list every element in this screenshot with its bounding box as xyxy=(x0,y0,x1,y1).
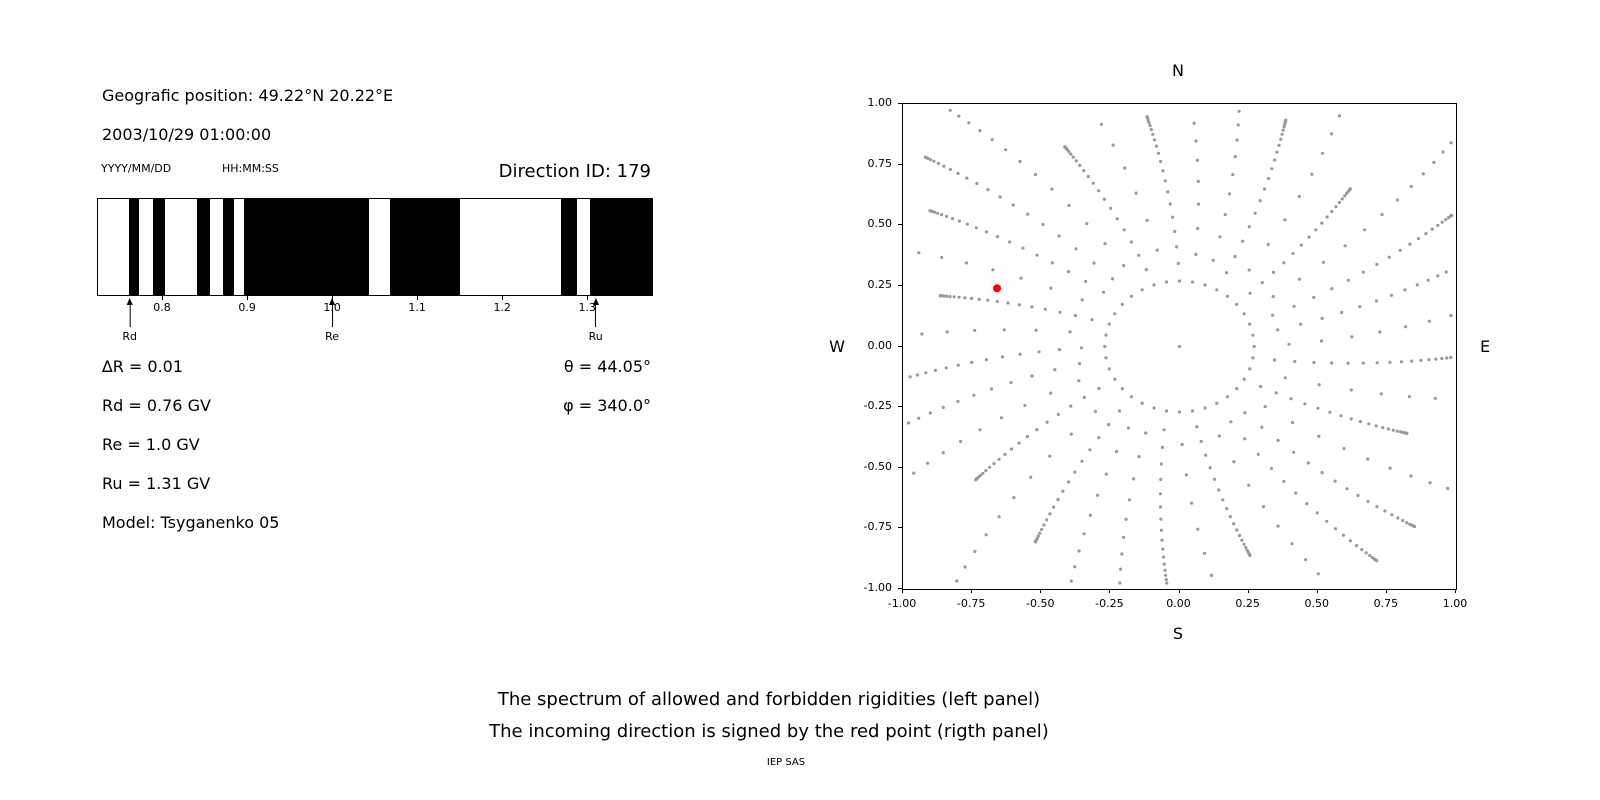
forbidden-band xyxy=(197,199,210,295)
direction-plot xyxy=(902,103,1457,590)
asymptotic-dots xyxy=(906,108,1454,585)
cutoff-marker-rd: Rd xyxy=(122,298,137,343)
x-tick-mark xyxy=(971,589,973,593)
spectrum-plot xyxy=(97,198,653,296)
forbidden-band xyxy=(152,199,165,295)
arrow-line xyxy=(331,305,333,327)
direction-scatter xyxy=(906,108,1454,585)
east-label: E xyxy=(1479,337,1491,356)
arrow-up-icon xyxy=(329,298,336,305)
x-tick-mark xyxy=(417,296,419,300)
arrow-line xyxy=(595,305,597,327)
forbidden-band xyxy=(243,199,369,295)
re-value-text: Re = 1.0 GV xyxy=(102,435,200,454)
x-tick-label: -0.25 xyxy=(1095,597,1124,610)
x-tick-mark xyxy=(247,296,249,300)
cutoff-marker-label: Ru xyxy=(588,330,603,343)
forbidden-band xyxy=(589,199,652,295)
y-tick-mark xyxy=(898,527,902,529)
y-tick-mark xyxy=(898,345,902,347)
y-tick-mark xyxy=(898,224,902,226)
theta-value-text: θ = 44.05° xyxy=(563,357,651,376)
x-tick-label: 1.00 xyxy=(1442,597,1468,610)
incoming-direction-point xyxy=(993,284,1002,293)
x-tick-label: 0.9 xyxy=(238,301,256,314)
direction-id-text: Direction ID: 179 xyxy=(498,161,651,182)
delta-r-text: ∆R = 0.01 xyxy=(102,357,184,376)
x-tick-label: 0.00 xyxy=(1166,597,1191,610)
datetime-text: 2003/10/29 01:00:00 xyxy=(102,125,272,144)
x-tick-mark xyxy=(587,296,589,300)
spectrum-cutoff-markers: Rd Re Ru xyxy=(97,296,651,348)
credit-text: IEP SAS xyxy=(766,757,806,768)
x-tick-label: 0.8 xyxy=(153,301,171,314)
y-tick-label: -0.50 xyxy=(863,459,892,473)
x-tick-mark xyxy=(1385,589,1387,593)
cutoff-marker-re: Re xyxy=(325,298,339,343)
geo-position-text: Geografic position: 49.22°N 20.22°E xyxy=(102,86,394,105)
caption-line1: The spectrum of allowed and forbidden ri… xyxy=(497,689,1041,710)
y-tick-mark xyxy=(898,163,902,165)
y-tick-mark xyxy=(898,406,902,408)
time-format-label: HH:MM:SS xyxy=(222,162,279,175)
x-tick-mark xyxy=(1040,589,1042,593)
arrow-up-icon xyxy=(592,298,599,305)
north-label: N xyxy=(1172,61,1184,80)
y-tick-label: 0.25 xyxy=(867,277,893,291)
y-tick-mark xyxy=(898,103,902,104)
forbidden-band xyxy=(129,199,140,295)
x-tick-label: -1.00 xyxy=(887,597,917,610)
x-tick-mark xyxy=(162,296,164,300)
x-tick-label: 1.2 xyxy=(493,301,511,314)
x-tick-mark xyxy=(502,296,504,300)
cutoff-marker-label: Rd xyxy=(122,330,138,343)
x-tick-label: 0.75 xyxy=(1373,597,1399,610)
x-tick-label: 1.3 xyxy=(578,301,596,314)
cutoff-marker-label: Re xyxy=(325,330,340,343)
spectrum-x-axis: 0.80.91.01.11.21.3 xyxy=(97,296,651,320)
caption-line2: The incoming direction is signed by the … xyxy=(489,721,1049,742)
y-tick-mark xyxy=(898,466,902,468)
date-format-label: YYYY/MM/DD xyxy=(101,162,172,175)
arrow-up-icon xyxy=(126,298,133,305)
y-tick-label: 0.50 xyxy=(867,217,893,231)
x-tick-label: -0.50 xyxy=(1026,597,1055,610)
y-tick-label: -0.75 xyxy=(863,520,892,534)
arrow-line xyxy=(129,305,131,327)
ru-value-text: Ru = 1.31 GV xyxy=(102,474,211,493)
x-tick-mark xyxy=(1109,589,1111,593)
x-tick-mark xyxy=(902,589,903,593)
x-tick-label: -0.75 xyxy=(956,597,986,610)
y-tick-label: 0.00 xyxy=(867,338,893,352)
phi-value-text: φ = 340.0° xyxy=(563,396,651,415)
x-tick-label: 0.25 xyxy=(1235,597,1260,610)
forbidden-band xyxy=(390,199,460,295)
model-text: Model: Tsyganenko 05 xyxy=(102,513,280,532)
y-tick-label: 0.75 xyxy=(867,156,893,170)
x-tick-mark xyxy=(1316,589,1318,593)
rd-value-text: Rd = 0.76 GV xyxy=(102,396,211,415)
south-label: S xyxy=(1172,624,1184,643)
forbidden-band xyxy=(561,199,578,295)
x-tick-label: 1.1 xyxy=(408,301,426,314)
west-label: W xyxy=(829,337,845,356)
y-tick-mark xyxy=(898,284,902,286)
y-tick-label: -1.00 xyxy=(863,581,892,594)
forbidden-band xyxy=(222,199,234,295)
cutoff-marker-ru: Ru xyxy=(589,298,603,343)
x-tick-mark xyxy=(1178,589,1180,593)
y-tick-label: 1.00 xyxy=(867,96,893,109)
y-tick-label: -0.25 xyxy=(863,399,892,413)
x-tick-mark xyxy=(1247,589,1249,593)
x-tick-mark xyxy=(1455,589,1456,593)
x-tick-label: 0.50 xyxy=(1304,597,1330,610)
y-tick-mark xyxy=(898,588,902,589)
